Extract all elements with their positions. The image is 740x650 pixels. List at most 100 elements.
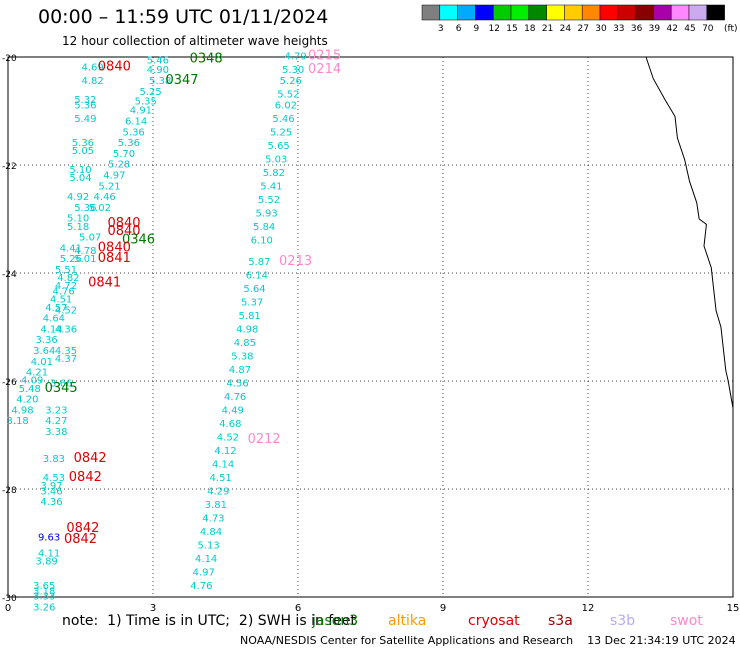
pass-time-label: 0840 (98, 240, 131, 255)
colorbar-label: 12 (488, 24, 499, 34)
colorbar-label: 36 (631, 24, 643, 34)
wave-height-value: 5.38 (231, 351, 253, 362)
wave-height-value: 4.76 (190, 581, 212, 592)
wave-height-value: 5.48 (19, 384, 41, 395)
wave-height-value: 3.23 (45, 405, 67, 416)
legend-item-altika: altika (388, 613, 427, 629)
wave-height-value: 5.46 (147, 55, 169, 66)
colorbar-label: 9 (474, 24, 480, 34)
wave-height-value: 5.52 (258, 195, 280, 206)
wave-height-value: 4.97 (193, 567, 215, 578)
wave-height-value: 4.85 (234, 338, 256, 349)
legend-item-s3b: s3b (610, 613, 636, 629)
wave-height-value: 4.29 (207, 486, 229, 497)
wave-height-value: 5.82 (263, 168, 285, 179)
wave-height-value: 3.18 (7, 416, 29, 427)
wave-height-value: 4.49 (222, 405, 244, 416)
wave-height-value: 3.26 (33, 603, 55, 614)
wave-height-value: 6.10 (251, 235, 273, 246)
wave-height-value: 4.87 (229, 365, 251, 376)
wave-height-value: 4.64 (43, 314, 65, 325)
y-tick-label: -30 (2, 594, 17, 604)
wave-height-value: 4.11 (38, 549, 60, 560)
x-tick-label: 15 (727, 603, 740, 614)
wave-height-value: 4.76 (224, 392, 246, 403)
wave-height-value: 4.72 (55, 281, 77, 292)
pass-time-label: 0215 (308, 49, 341, 64)
pass-time-label: 0842 (64, 532, 97, 547)
wave-height-value: 4.97 (103, 171, 125, 182)
wave-height-value: 4.14 (212, 459, 234, 470)
colorbar-label: 6 (456, 24, 462, 34)
x-tick-label: 6 (295, 603, 301, 614)
plot-frame (7, 56, 734, 598)
wave-height-value: 4.82 (57, 273, 79, 284)
pass-time-label: 0840 (98, 60, 131, 75)
pass-time-label: 0346 (122, 232, 155, 247)
colorbar-label: 27 (577, 24, 588, 34)
y-tick-label: -28 (2, 486, 17, 496)
wave-height-value: 5.13 (197, 540, 219, 551)
legend-item-cryosat: cryosat (468, 613, 520, 629)
colorbar-unit: (ft) (724, 24, 738, 34)
wave-height-value: 4.20 (16, 395, 38, 406)
wave-height-value: 5.28 (108, 160, 130, 171)
wave-height-value: 5.01 (74, 254, 96, 265)
wave-height-value: 5.46 (272, 114, 294, 125)
wave-height-value: 6.02 (275, 100, 297, 111)
wave-height-value: 4.41 (60, 243, 82, 254)
wave-height-value: 4.92 (67, 192, 89, 203)
wave-height-value: 5.36 (123, 127, 145, 138)
wave-height-value: 4.52 (217, 432, 239, 443)
wave-height-value: 4.90 (147, 65, 169, 76)
y-tick-label: -24 (2, 270, 17, 280)
wave-height-value: 5.26 (280, 76, 302, 87)
wave-height-value: 5.36 (72, 138, 94, 149)
chart-title: 00:00 – 11:59 UTC 01/11/2024 (38, 6, 329, 28)
wave-height-value: 4.09 (21, 376, 43, 387)
legend-item-jason3: jason3 (312, 613, 359, 629)
x-tick-label: 12 (582, 603, 595, 614)
wave-height-value: 5.36 (74, 203, 96, 214)
wave-height-value: 5.21 (98, 181, 120, 192)
wave-height-value: 5.10 (67, 214, 89, 225)
wave-height-value: 3.81 (205, 500, 227, 511)
wave-height-value: 4.73 (202, 513, 224, 524)
wave-height-value: 9.63 (38, 532, 60, 543)
chart-subtitle: 12 hour collection of altimeter wave hei… (62, 34, 328, 48)
wave-height-value: 5.36 (74, 100, 96, 111)
wave-height-value: 4.98 (236, 324, 258, 335)
wave-height-value: 3.64 (33, 346, 55, 357)
wave-height-value: 4.79 (284, 52, 306, 63)
wave-height-value: 5.84 (253, 222, 275, 233)
wave-height-value: 4.57 (45, 303, 67, 314)
pass-time-label: 0214 (308, 62, 341, 77)
pass-time-label: 0842 (74, 451, 107, 466)
footer-credit: NOAA/NESDIS Center for Satellite Applica… (240, 634, 736, 647)
y-tick-label: -20 (2, 54, 17, 64)
legend-note: note: 1) Time is in UTC; 2) SWH is in fe… (62, 613, 356, 629)
wave-height-value: 3.89 (36, 557, 58, 568)
pass-time-label: 0840 (107, 224, 140, 239)
colorbar-label: 30 (595, 24, 607, 34)
colorbar-label: 18 (524, 24, 536, 34)
wave-height-value: 4.36 (55, 324, 77, 335)
wave-height-value: 5.93 (255, 208, 277, 219)
wave-height-value: 5.03 (265, 154, 287, 165)
wave-height-value: 5.30 (282, 65, 304, 76)
wave-height-value: 4.01 (31, 357, 53, 368)
wave-height-value: 4.12 (214, 446, 236, 457)
wave-height-value: 4.82 (81, 76, 103, 87)
wave-height-value: 4.36 (40, 497, 62, 508)
legend-item-s3a: s3a (548, 613, 573, 629)
pass-time-label: 0840 (107, 216, 140, 231)
wave-height-value: 4.27 (45, 416, 67, 427)
wave-height-value: 5.25 (270, 127, 292, 138)
pass-time-label: 0347 (165, 73, 198, 88)
wave-height-value: 4.51 (50, 295, 72, 306)
wave-height-value: 3.46 (40, 486, 62, 497)
x-tick-label: 0 (5, 603, 11, 614)
wave-height-value: 5.10 (69, 165, 91, 176)
pass-time-label: 0345 (45, 381, 78, 396)
